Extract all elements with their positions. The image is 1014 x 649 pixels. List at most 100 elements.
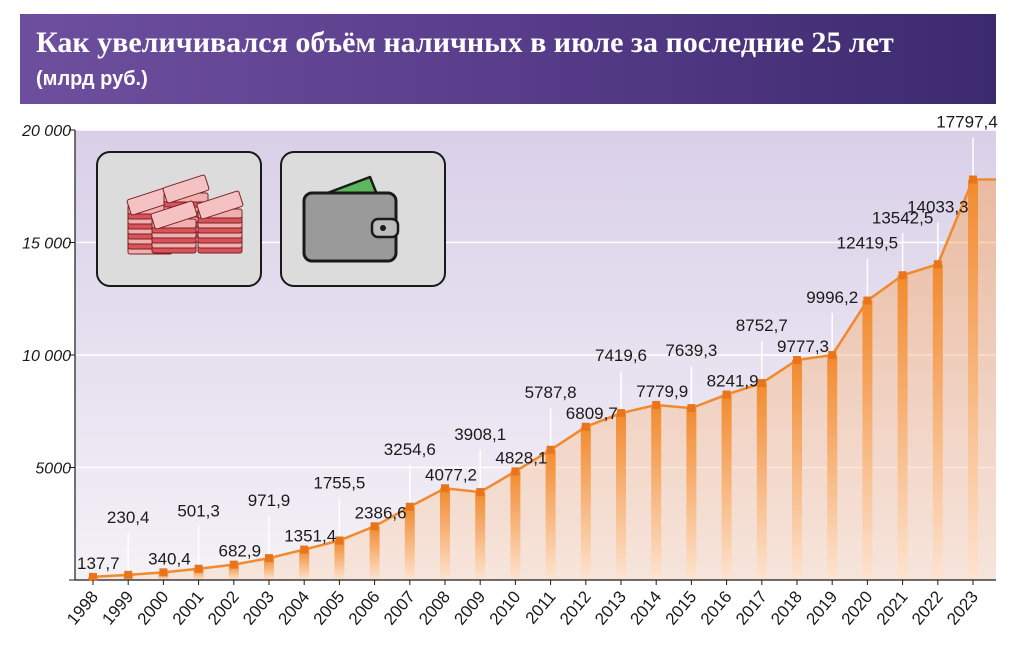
- chart-header: Как увеличивался объём наличных в июле з…: [20, 14, 996, 104]
- data-label-2023: 17797,4: [936, 113, 997, 132]
- data-label-2011: 5787,8: [525, 383, 577, 402]
- data-point-2019: [828, 351, 837, 360]
- bar-2022: [932, 264, 943, 580]
- y-tick-label: 5000: [35, 461, 71, 478]
- data-point-2010: [511, 467, 520, 476]
- wallet-icon-box: [280, 151, 446, 287]
- x-tick-label-2008: 2008: [415, 587, 454, 628]
- bar-2019: [827, 355, 838, 580]
- data-point-2018: [793, 356, 801, 365]
- x-tick-label-2002: 2002: [204, 587, 243, 628]
- bar-2013: [616, 413, 626, 580]
- bar-2002: [228, 564, 239, 580]
- x-tick-label-2006: 2006: [345, 587, 384, 628]
- data-point-2004: [300, 545, 309, 554]
- data-label-2007: 3254,6: [384, 440, 436, 459]
- data-label-2019: 9996,2: [806, 288, 858, 307]
- data-label-1999: 230,4: [107, 508, 150, 527]
- data-label-2015: 7639,3: [665, 341, 717, 360]
- data-point-1998: [89, 572, 97, 581]
- data-point-2002: [229, 560, 238, 569]
- bar-2020: [862, 300, 873, 580]
- bar-2021: [897, 275, 908, 580]
- x-tick-label-2020: 2020: [838, 587, 877, 628]
- x-tick-label-2014: 2014: [626, 587, 665, 628]
- bar-2009: [475, 492, 486, 580]
- x-tick-label-2004: 2004: [274, 587, 313, 628]
- ruble-banknote-stacks-icon: [126, 174, 244, 255]
- bar-2017: [756, 383, 767, 580]
- data-label-2014: 7779,9: [636, 382, 688, 401]
- bar-2005: [334, 540, 345, 580]
- data-point-2016: [722, 390, 731, 399]
- bar-2014: [651, 404, 662, 580]
- data-point-2020: [863, 296, 872, 305]
- x-tick-label-2017: 2017: [732, 587, 771, 628]
- data-label-2018: 9777,3: [777, 337, 829, 356]
- data-label-2010: 4828,1: [495, 448, 547, 467]
- x-tick-label-2018: 2018: [767, 587, 806, 628]
- data-point-2021: [898, 271, 907, 280]
- data-point-2009: [476, 488, 485, 497]
- bar-2023: [968, 179, 978, 580]
- bar-2006: [369, 526, 380, 580]
- data-point-2005: [335, 536, 344, 545]
- data-label-2000: 340,4: [148, 549, 191, 568]
- bar-2008: [440, 488, 450, 580]
- data-point-2012: [581, 422, 590, 431]
- area-fill: [93, 179, 996, 580]
- x-tick-label-2019: 2019: [802, 587, 841, 628]
- wallet-icon: [302, 175, 400, 263]
- data-label-2006: 2386,6: [355, 503, 407, 522]
- y-tick-label: 20 000: [21, 123, 71, 140]
- y-tick-label: 10 000: [22, 348, 71, 365]
- bar-2012: [580, 426, 591, 580]
- data-label-2002: 682,9: [219, 542, 262, 561]
- data-label-1998: 137,7: [77, 554, 120, 573]
- data-label-2008: 4077,2: [425, 465, 477, 484]
- bar-2015: [686, 408, 697, 580]
- data-label-2005: 1755,5: [313, 474, 365, 493]
- data-label-2013: 7419,6: [595, 346, 647, 365]
- data-point-2008: [441, 484, 449, 493]
- x-tick-label-2003: 2003: [239, 587, 278, 628]
- data-point-2023: [969, 175, 977, 184]
- x-tick-label-2007: 2007: [380, 587, 419, 628]
- x-tick-label-1998: 1998: [63, 587, 102, 628]
- data-point-2017: [757, 379, 766, 388]
- bar-2003: [264, 558, 274, 580]
- bar-2018: [792, 360, 802, 580]
- x-tick-label-2015: 2015: [662, 587, 701, 628]
- data-label-2001: 501,3: [177, 502, 220, 521]
- data-point-2011: [546, 445, 555, 454]
- data-label-2016: 8241,9: [707, 372, 759, 391]
- data-label-2004: 1351,4: [284, 527, 336, 546]
- chart-title: Как увеличивался объём наличных в июле з…: [36, 26, 894, 59]
- bar-2004: [299, 549, 310, 580]
- data-label-2003: 971,9: [248, 491, 291, 510]
- x-tick-label-2022: 2022: [908, 587, 947, 628]
- y-tick-label: 15 000: [22, 236, 71, 253]
- data-label-2012: 6809,7: [566, 404, 618, 423]
- x-tick-label-2011: 2011: [522, 587, 560, 627]
- x-tick-label-2000: 2000: [134, 587, 173, 628]
- data-point-2014: [652, 400, 661, 409]
- bar-2011: [545, 449, 556, 580]
- x-tick-label-2001: 2001: [169, 587, 208, 628]
- x-tick-label-2016: 2016: [697, 587, 736, 628]
- bar-2001: [193, 568, 204, 580]
- data-point-2003: [265, 554, 273, 563]
- data-point-2007: [405, 502, 414, 511]
- x-tick-label-2005: 2005: [310, 587, 349, 628]
- x-tick-label-2009: 2009: [450, 587, 489, 628]
- data-point-2022: [933, 260, 942, 269]
- x-tick-label-2012: 2012: [556, 587, 595, 628]
- data-point-2006: [370, 522, 379, 531]
- data-point-1999: [124, 570, 133, 579]
- x-tick-label-2013: 2013: [591, 587, 630, 628]
- data-label-2021: 13542,5: [872, 208, 933, 227]
- data-point-2001: [194, 564, 203, 573]
- x-tick-label-2010: 2010: [486, 587, 525, 628]
- data-label-2009: 3908,1: [454, 425, 506, 444]
